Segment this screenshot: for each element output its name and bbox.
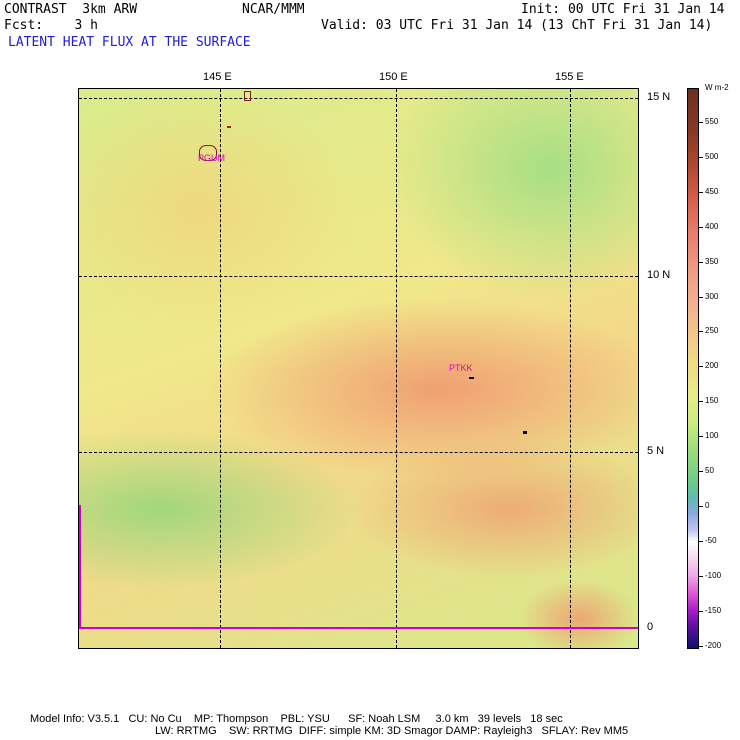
- colorbar-label-450: 450: [705, 186, 719, 196]
- colorbar-label-neg200: -200: [705, 640, 722, 650]
- init-time: Init: 00 UTC Fri 31 Jan 14: [521, 2, 725, 17]
- colorbar-label-0: 0: [705, 500, 710, 510]
- colorbar-tick: [699, 226, 703, 228]
- colorbar-units: W m-2: [705, 83, 729, 92]
- colorbar-label-200: 200: [705, 361, 719, 371]
- lat-label-15n: 15 N: [647, 91, 671, 103]
- station-label-ptkk: PTKK: [449, 363, 473, 373]
- colorbar-tick: [699, 122, 703, 123]
- colorbar-label-400: 400: [705, 221, 719, 231]
- colorbar-tick: [699, 540, 703, 542]
- colorbar-tick: [699, 261, 703, 263]
- colorbar-label-100: 100: [705, 431, 719, 441]
- chuuk-island-shape: [469, 377, 474, 379]
- colorbar-label-neg150: -150: [705, 605, 722, 615]
- parallel-10n: [79, 276, 638, 277]
- colorbar-tick: [699, 401, 703, 403]
- center-name: NCAR/MMM: [242, 2, 305, 17]
- colorbar-label-neg50: -50: [705, 535, 717, 545]
- model-name: CONTRAST 3km ARW: [4, 2, 138, 17]
- colorbar-tick: [699, 610, 703, 612]
- field-title: LATENT HEAT FLUX AT THE SURFACE: [8, 35, 251, 50]
- lat-label-10n: 10 N: [647, 269, 671, 281]
- meridian-155: [570, 89, 571, 648]
- colorbar-label-150: 150: [705, 396, 719, 406]
- forecast-hour: Fcst: 3 h: [4, 18, 98, 33]
- station-label-pgum: PGUM: [198, 153, 225, 163]
- latent-heat-flux-map: PGUM PTKK: [78, 88, 639, 649]
- colorbar-label-550: 550: [705, 117, 719, 126]
- colorbar-tick: [699, 436, 703, 438]
- colorbar-tick: [699, 505, 703, 507]
- model-info-line-2: LW: RRTMG SW: RRTMG DIFF: simple KM: 3D …: [155, 725, 629, 737]
- colorbar-label-neg100: -100: [705, 570, 722, 580]
- colorbar-label-500: 500: [705, 151, 719, 161]
- lon-label-145: 145 E: [203, 71, 232, 83]
- island-shape: [244, 91, 251, 101]
- colorbar-label-250: 250: [705, 326, 719, 336]
- domain-boundary-bottom: [79, 627, 638, 629]
- colorbar-label-50: 50: [705, 466, 714, 475]
- domain-boundary-left: [79, 505, 81, 628]
- parallel-15n: [79, 98, 638, 99]
- colorbar-tick: [699, 156, 703, 158]
- meridian-150: [396, 89, 397, 648]
- island-marker: [227, 126, 231, 128]
- meridian-145: [220, 89, 221, 648]
- colorbar-tick: [699, 575, 703, 577]
- lat-label-5n: 5 N: [647, 445, 665, 457]
- colorbar-tick: [699, 191, 703, 193]
- colorbar-tick: [699, 471, 703, 472]
- colorbar: [687, 88, 699, 649]
- model-info-line-1: Model Info: V3.5.1 CU: No Cu MP: Thompso…: [30, 713, 563, 725]
- parallel-5n: [79, 452, 638, 453]
- colorbar-tick: [699, 645, 703, 647]
- lon-label-150: 150 E: [379, 71, 408, 83]
- colorbar-tick: [699, 296, 703, 298]
- colorbar-label-350: 350: [705, 256, 719, 266]
- lat-label-0: 0: [647, 621, 654, 633]
- lon-label-155: 155 E: [555, 71, 584, 83]
- colorbar-tick: [699, 366, 703, 368]
- island-marker-2: [523, 431, 527, 434]
- valid-time: Valid: 03 UTC Fri 31 Jan 14 (13 ChT Fri …: [321, 18, 713, 33]
- colorbar-tick: [699, 331, 703, 333]
- colorbar-label-300: 300: [705, 291, 719, 301]
- guam-island-shape: [199, 145, 217, 161]
